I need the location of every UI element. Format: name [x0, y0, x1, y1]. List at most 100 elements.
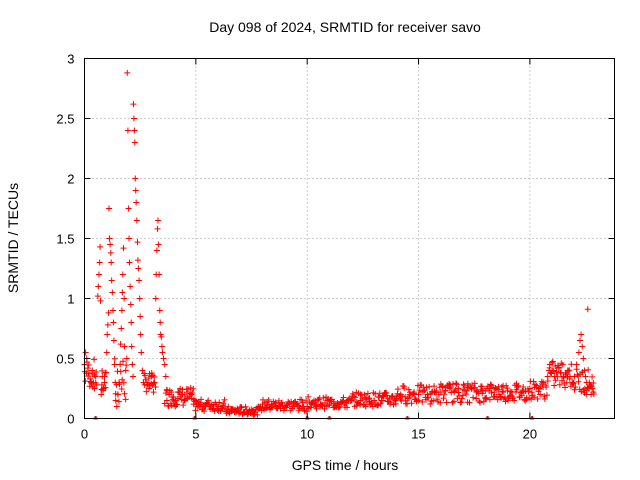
data-point [559, 361, 566, 368]
data-point [91, 372, 98, 379]
data-point [549, 358, 556, 365]
data-point [107, 241, 114, 248]
data-point [451, 389, 458, 396]
data-point [531, 384, 538, 391]
data-point [580, 355, 587, 362]
data-point [298, 396, 305, 403]
data-point [117, 368, 124, 375]
data-point [187, 384, 194, 391]
data-point [156, 271, 163, 278]
data-point [138, 349, 145, 356]
data-point [558, 360, 565, 367]
data-point [102, 369, 109, 376]
data-point [133, 199, 140, 206]
data-point [104, 331, 111, 338]
data-point [161, 361, 168, 368]
data-point [158, 343, 165, 350]
data-point [131, 127, 138, 134]
data-point [148, 373, 155, 380]
data-point [470, 394, 477, 401]
data-point [154, 225, 161, 232]
data-point [126, 259, 133, 266]
data-point [589, 373, 596, 380]
data-point [105, 309, 112, 316]
data-point [303, 397, 310, 404]
data-point [101, 379, 108, 386]
data-point [463, 388, 470, 395]
grid-lines [84, 58, 615, 419]
data-point [531, 394, 538, 401]
data-point [458, 398, 465, 405]
data-point [206, 401, 213, 408]
data-point [305, 393, 312, 400]
data-point [280, 407, 287, 414]
data-point [169, 396, 176, 403]
data-point [137, 313, 144, 320]
data-point [126, 235, 133, 242]
data-point [113, 403, 120, 410]
data-point [322, 399, 329, 406]
data-point [259, 401, 266, 408]
data-point [456, 392, 463, 399]
data-point [118, 385, 125, 392]
data-point [170, 393, 177, 400]
data-point [90, 379, 97, 386]
data-point [393, 393, 400, 400]
data-point [543, 392, 550, 399]
data-point [123, 355, 130, 362]
data-point [402, 393, 409, 400]
data-point [137, 331, 144, 338]
data-point [123, 362, 130, 369]
data-point [556, 381, 563, 388]
data-point [254, 411, 261, 418]
data-point [122, 367, 129, 374]
axis-ticks: 0 5 10 15 20 0 0.5 1 1.5 2 2.5 3 [56, 52, 615, 442]
data-point [453, 381, 460, 388]
data-point [104, 321, 111, 328]
data-point [517, 389, 524, 396]
data-point [461, 382, 468, 389]
data-point [264, 398, 271, 405]
data-point [453, 380, 460, 387]
data-point [242, 403, 249, 410]
data-point [392, 400, 399, 407]
data-point [449, 399, 456, 406]
data-point [339, 398, 346, 405]
data-point [460, 386, 467, 393]
data-point [133, 217, 140, 224]
data-point [119, 289, 126, 296]
data-point [562, 384, 569, 391]
data-point [108, 259, 115, 266]
data-point [155, 241, 162, 248]
data-point [122, 396, 129, 403]
data-point [94, 293, 101, 300]
data-point [468, 385, 475, 392]
data-point [198, 396, 205, 403]
data-point [551, 382, 558, 389]
data-point [437, 389, 444, 396]
data-point [336, 403, 343, 410]
data-point [192, 397, 199, 404]
data-point [419, 398, 426, 405]
data-point [486, 396, 493, 403]
data-point [587, 381, 594, 388]
data-point [162, 390, 169, 397]
data-point [117, 341, 124, 348]
data-point [220, 400, 227, 407]
data-point [304, 403, 311, 410]
data-point [590, 389, 597, 396]
y-tick-label: 3 [67, 52, 74, 67]
data-point [406, 394, 413, 401]
data-point [127, 283, 134, 290]
data-point [127, 301, 134, 308]
data-point [405, 386, 412, 393]
data-point [366, 395, 373, 402]
data-point [411, 389, 418, 396]
data-point [457, 399, 464, 406]
data-point [382, 389, 389, 396]
data-point [397, 391, 404, 398]
data-point [152, 295, 159, 302]
data-point [482, 387, 489, 394]
data-point [426, 383, 433, 390]
data-point [121, 343, 128, 350]
